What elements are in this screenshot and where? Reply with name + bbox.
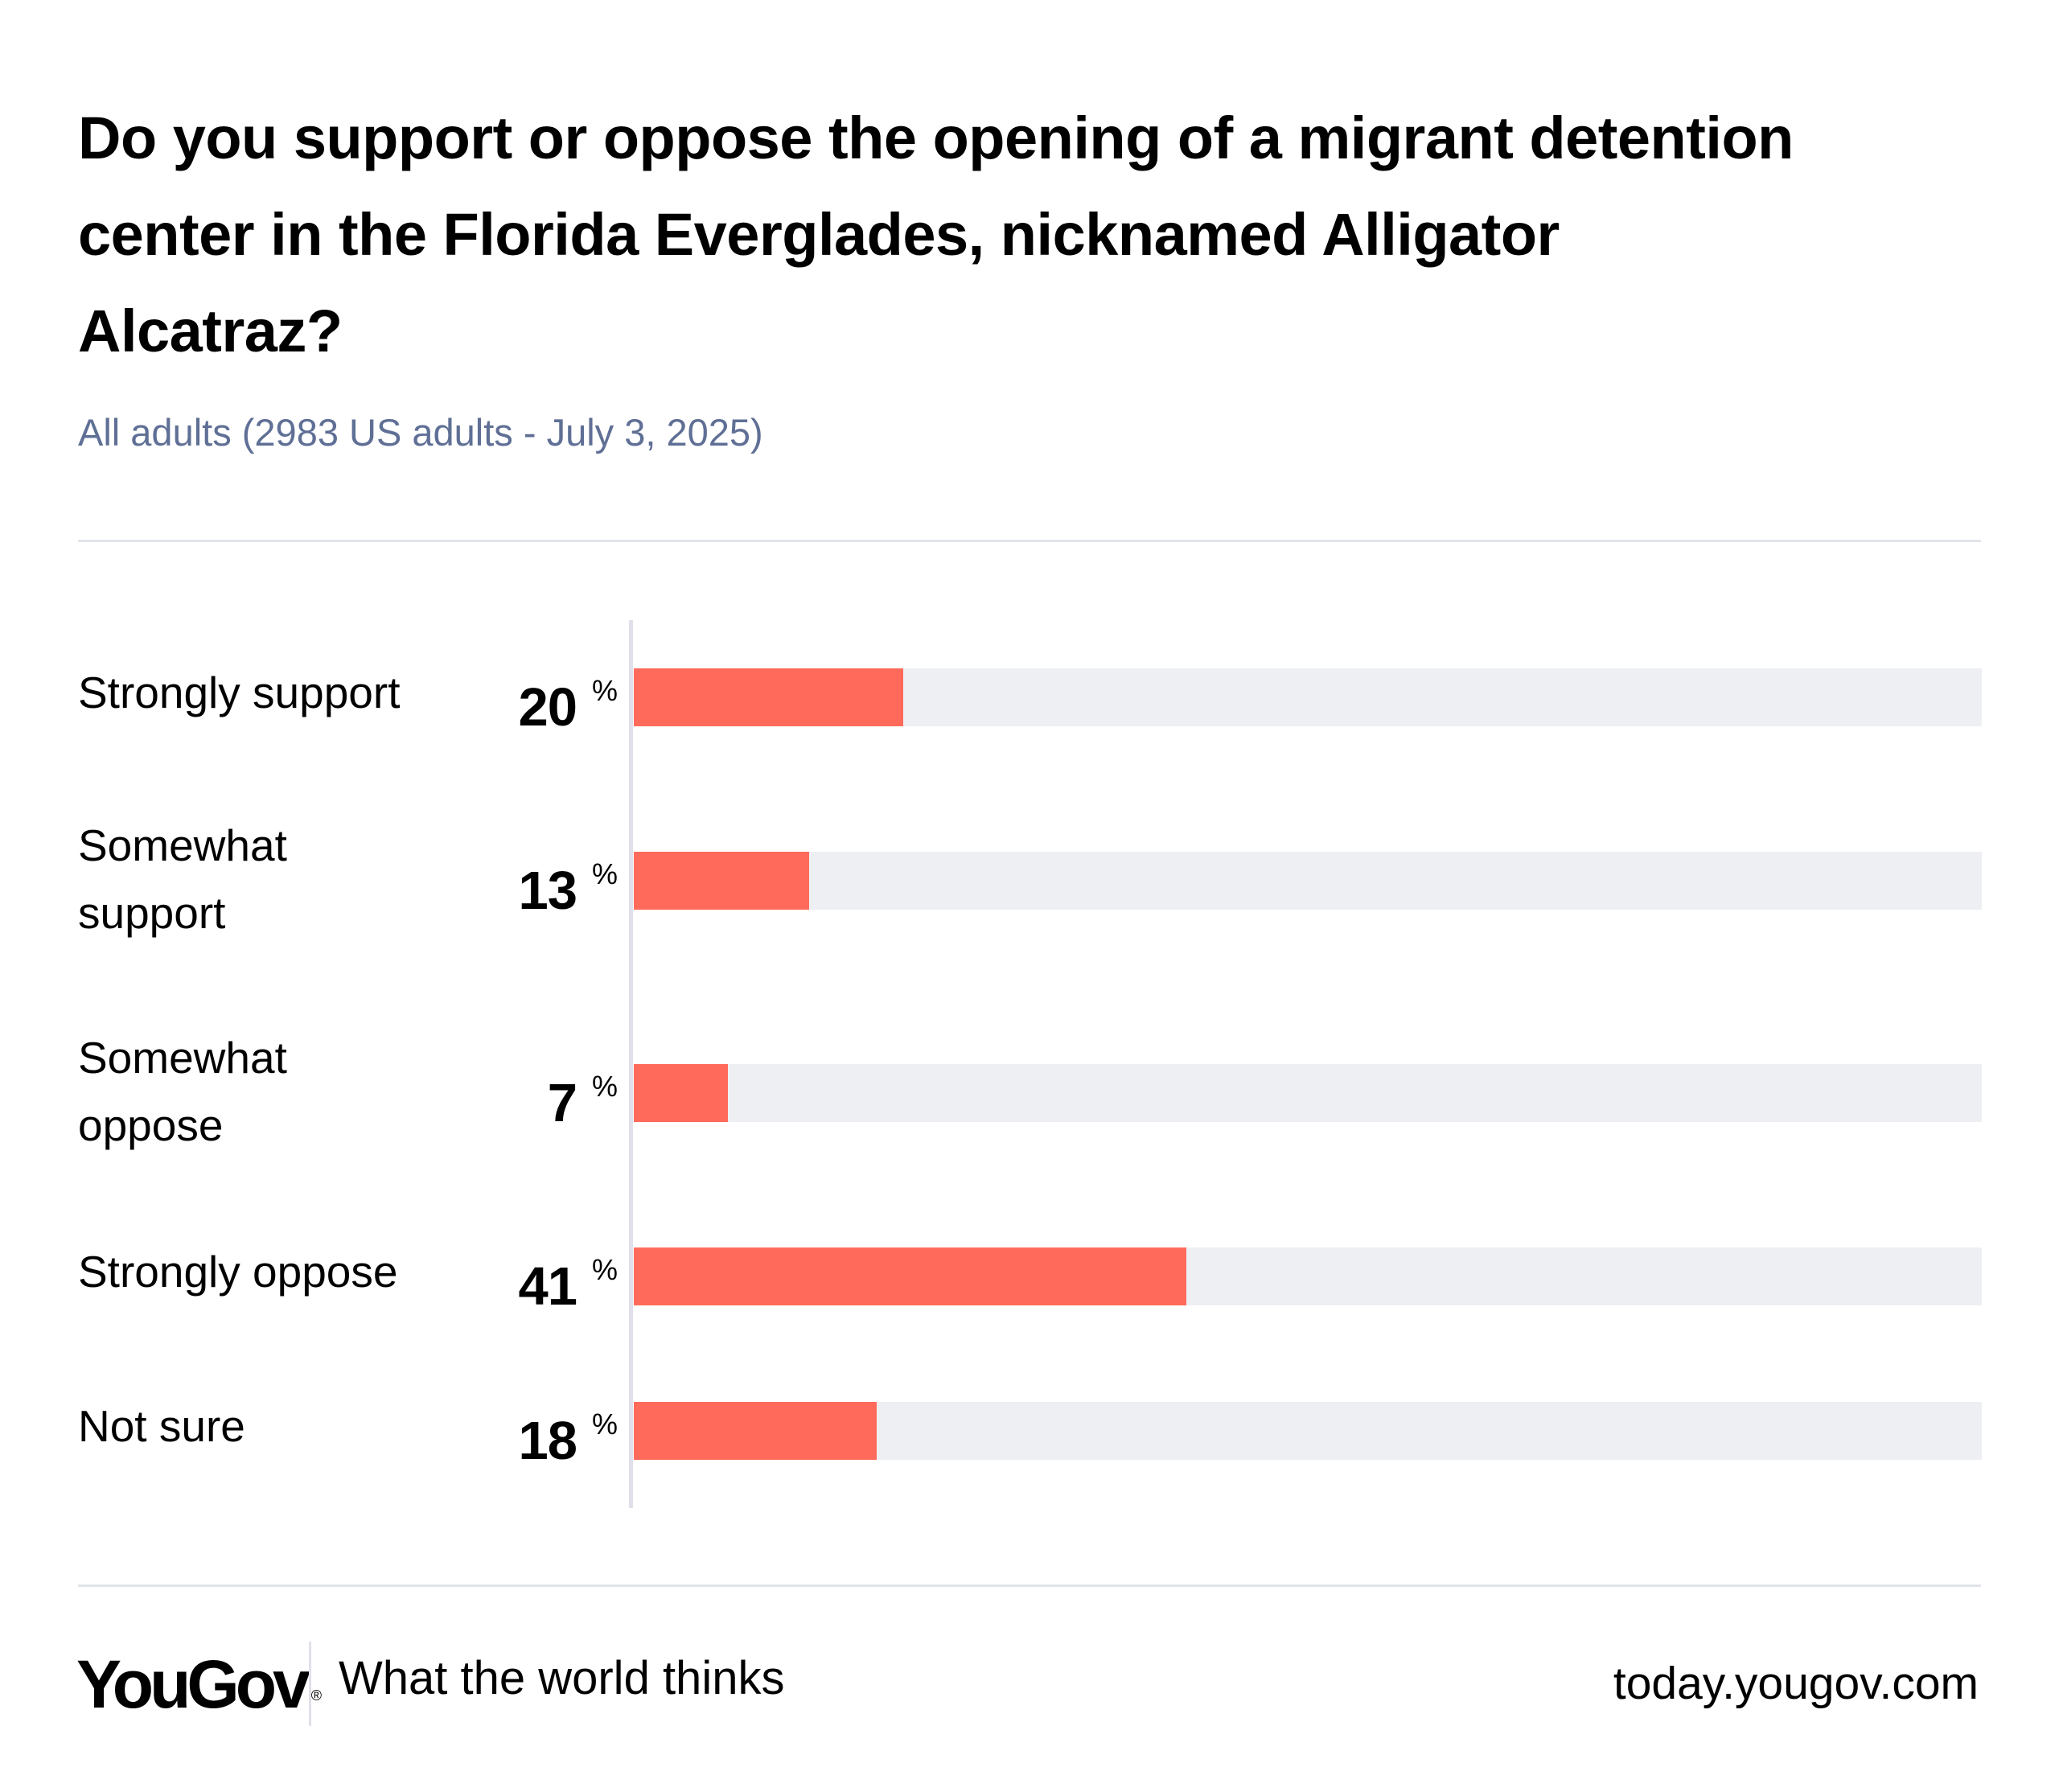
- bar-track: [634, 852, 1982, 910]
- yougov-logo: YouGov ®: [76, 1644, 322, 1724]
- category-label: Somewhat oppose: [78, 1024, 528, 1159]
- value-label: 7: [547, 1073, 577, 1133]
- percent-unit-label: %: [592, 1070, 619, 1103]
- bar: [634, 1402, 877, 1460]
- category-label: Not sure: [78, 1392, 528, 1460]
- value-label: 41: [518, 1256, 577, 1317]
- bar: [634, 1247, 1187, 1305]
- value-label: 13: [518, 861, 577, 921]
- percent-unit-label: %: [592, 857, 619, 890]
- category-label-line: Not sure: [78, 1401, 245, 1451]
- category-label-line: oppose: [78, 1100, 224, 1150]
- chart-subtitle: All adults (2983 US adults - July 3, 202…: [78, 411, 763, 454]
- footer-separator: [309, 1642, 311, 1726]
- bar-track: [634, 1064, 1982, 1122]
- category-label-line: support: [78, 888, 226, 938]
- bar-track: [634, 668, 1982, 726]
- percent-unit-label: %: [592, 1408, 619, 1441]
- bar: [634, 1064, 729, 1122]
- value-label: 20: [518, 677, 577, 738]
- bar-track: [634, 1402, 1982, 1460]
- category-label-line: Somewhat: [78, 1033, 287, 1083]
- title-line: Alcatraz?: [78, 298, 343, 364]
- footer-tagline: What the world thinks: [339, 1652, 785, 1704]
- registered-mark-icon: ®: [310, 1687, 323, 1704]
- bar: [634, 852, 809, 910]
- bar-track: [634, 1247, 1982, 1305]
- percent-unit-label: %: [592, 1253, 619, 1286]
- footer-divider: [78, 1584, 1981, 1587]
- category-label: Somewhat support: [78, 812, 528, 947]
- title-line: center in the Florida Everglades, nickna…: [78, 201, 1560, 268]
- bar: [634, 668, 904, 726]
- category-label: Strongly oppose: [78, 1238, 528, 1305]
- percent-unit-label: %: [592, 674, 619, 707]
- category-label-line: Strongly support: [78, 668, 401, 717]
- chart-title: Do you support or oppose the opening of …: [78, 90, 2008, 380]
- category-label-line: Somewhat: [78, 820, 287, 870]
- category-label-line: Strongly oppose: [78, 1247, 398, 1297]
- value-label: 18: [518, 1411, 577, 1471]
- category-label: Strongly support: [78, 659, 528, 726]
- logo-text: YouGov: [76, 1646, 310, 1722]
- chart-axis-line: [629, 620, 633, 1508]
- title-line: Do you support or oppose the opening of …: [78, 105, 1794, 171]
- footer-site-link[interactable]: today.yougov.com: [1613, 1658, 1979, 1709]
- header-divider: [78, 540, 1981, 542]
